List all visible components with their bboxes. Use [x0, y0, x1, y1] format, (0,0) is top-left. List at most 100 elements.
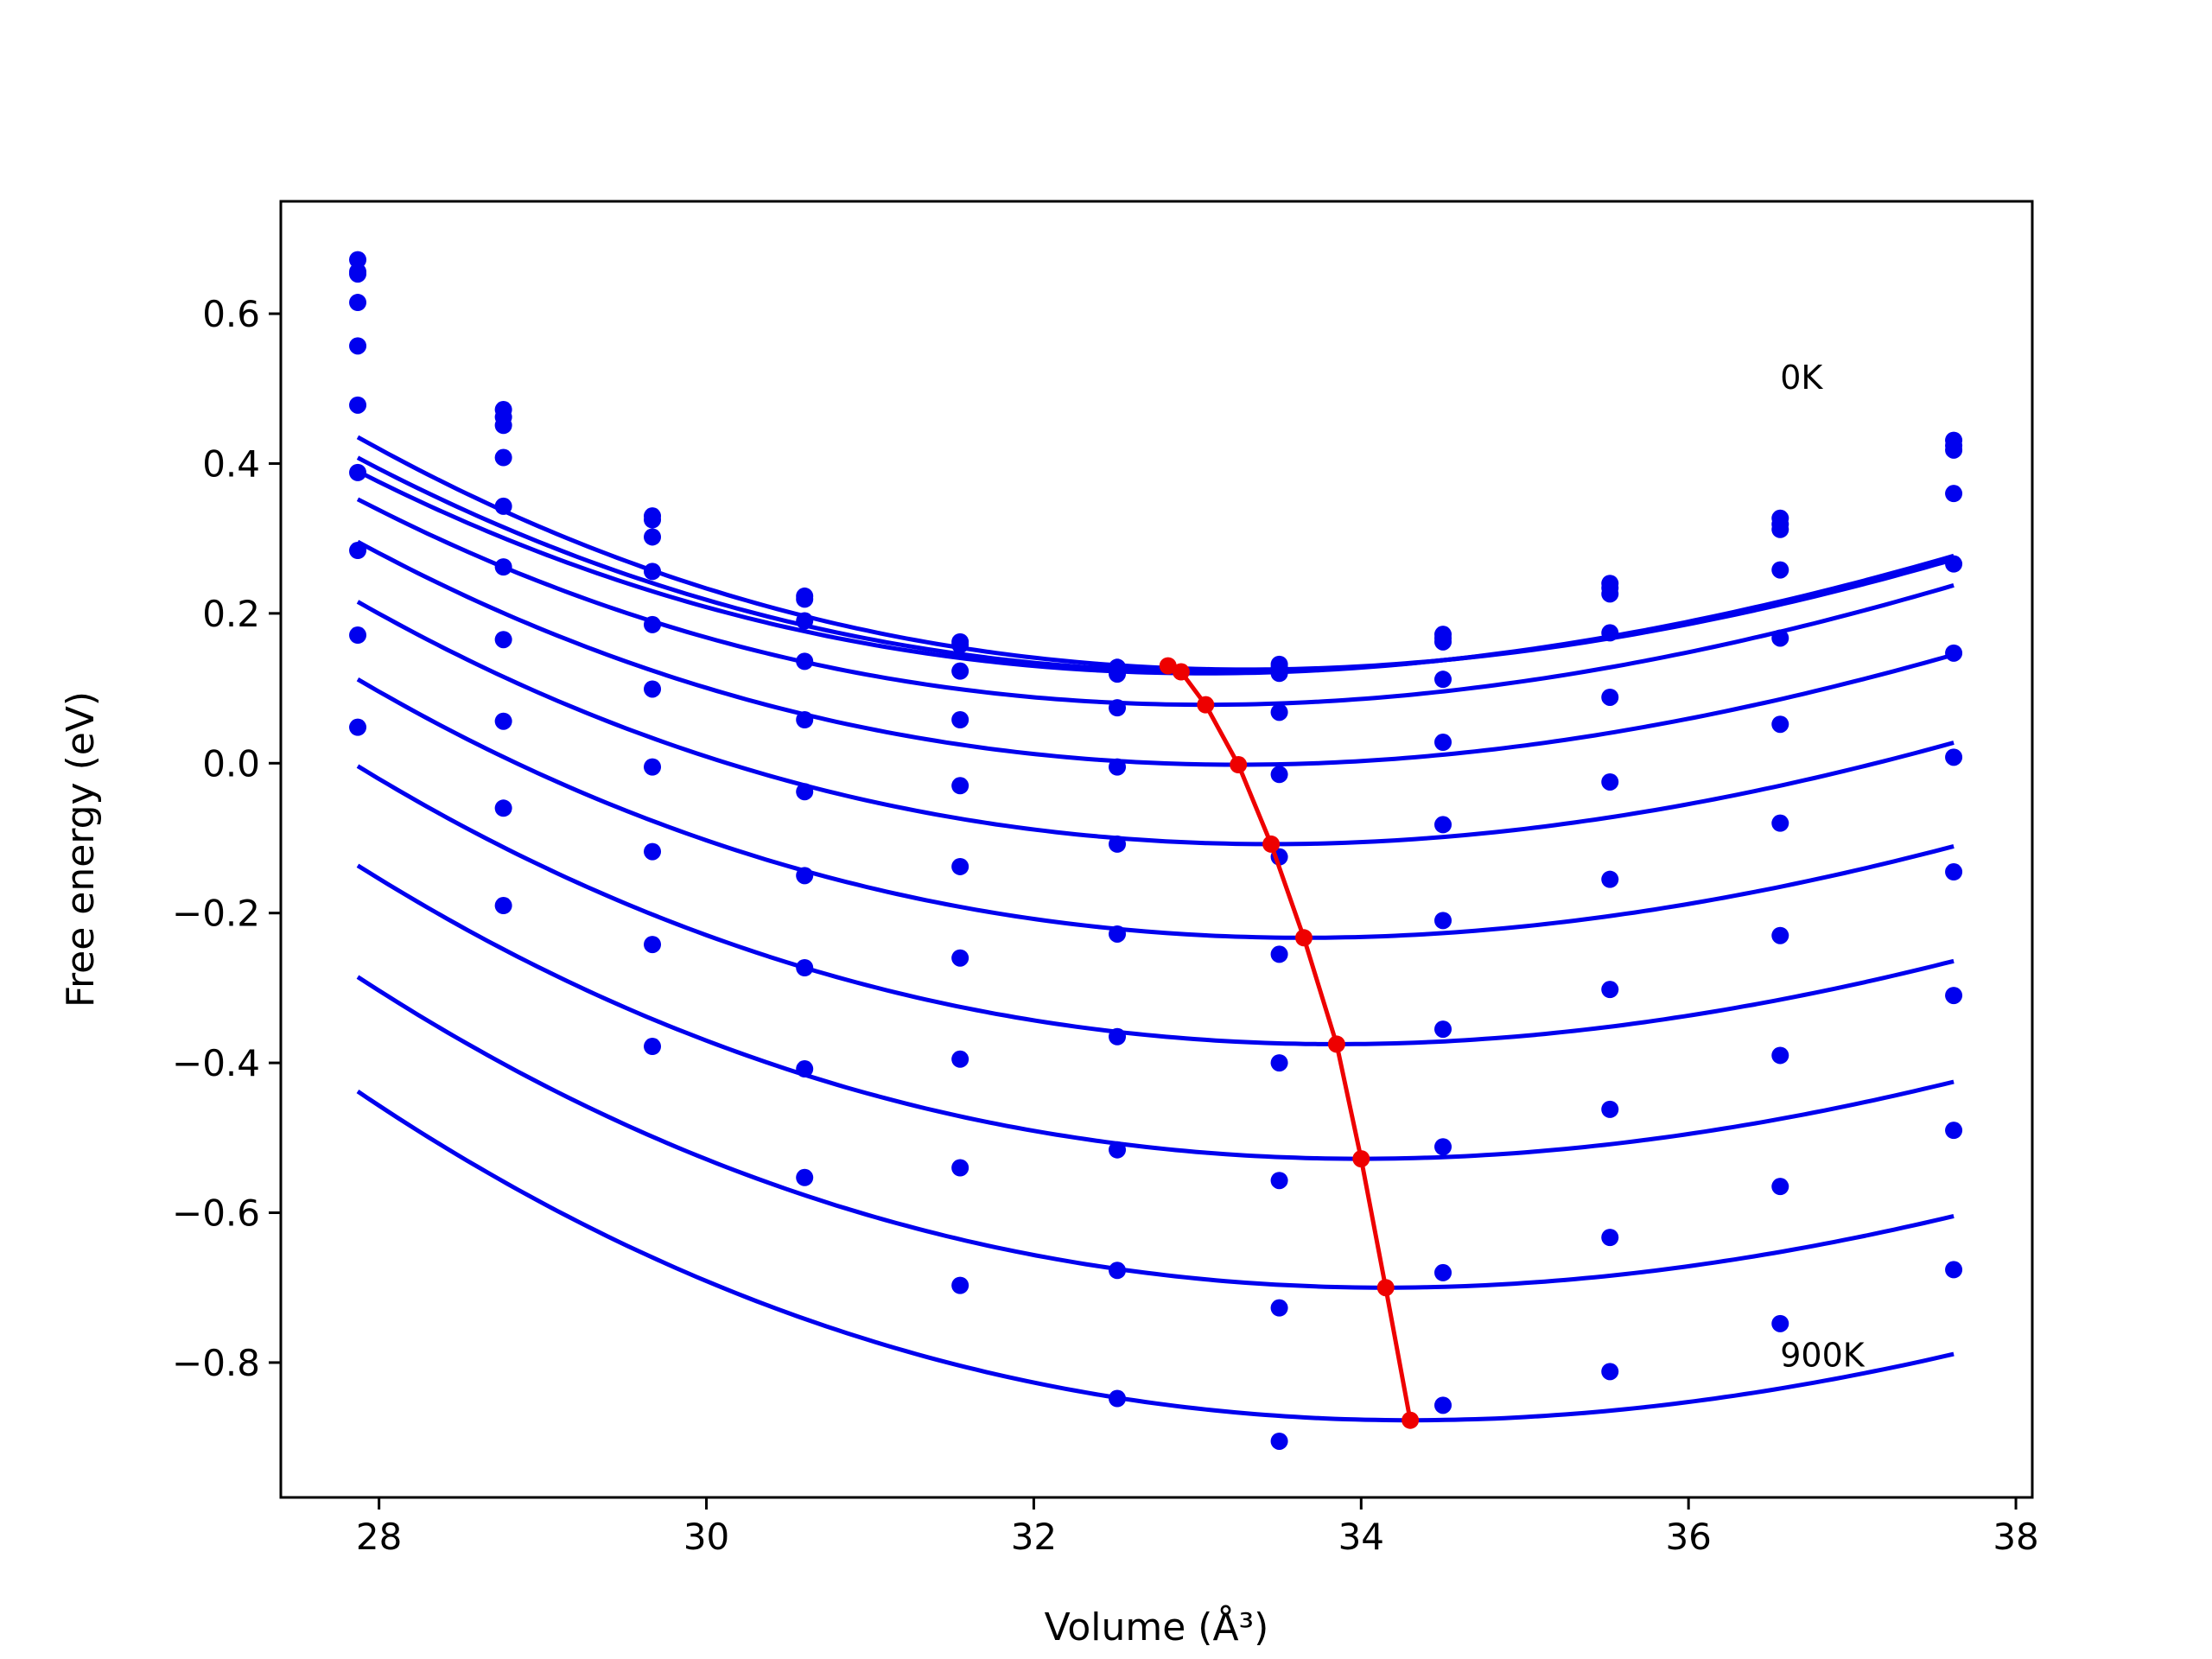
- data-point: [1270, 1432, 1288, 1450]
- data-point: [1434, 632, 1452, 651]
- data-point: [1771, 1178, 1789, 1196]
- data-point: [1945, 748, 1963, 766]
- data-point: [1771, 814, 1789, 832]
- minima-line-group: [1159, 657, 1420, 1429]
- minimum-point: [1376, 1279, 1395, 1297]
- data-point: [1771, 1046, 1789, 1065]
- fit-curve-900K: [356, 975, 1955, 1290]
- data-point: [1270, 1299, 1288, 1317]
- x-axis-ticks: 28 30 32 34 36 38: [356, 1497, 2039, 1558]
- data-point: [644, 563, 662, 581]
- fit-curve-1000K: [356, 1090, 1955, 1423]
- minimum-point: [1172, 663, 1190, 681]
- data-point: [349, 337, 367, 355]
- data-point: [1270, 1172, 1288, 1190]
- data-point: [1270, 945, 1288, 963]
- y-axis-label: Free energy (eV): [59, 691, 103, 1007]
- minimum-point: [1230, 756, 1248, 774]
- data-point: [349, 265, 367, 283]
- y-tick-label: −0.6: [172, 1192, 260, 1235]
- data-point: [1945, 1122, 1963, 1140]
- data-point: [1771, 561, 1789, 579]
- data-point: [951, 711, 969, 728]
- data-point: [1434, 816, 1452, 834]
- data-point: [494, 497, 512, 515]
- data-point: [1945, 987, 1963, 1005]
- data-point: [494, 897, 512, 915]
- data-point: [1434, 912, 1452, 930]
- data-point: [1601, 585, 1619, 603]
- minimum-point: [1352, 1150, 1370, 1168]
- data-point: [494, 799, 512, 817]
- data-point: [1109, 925, 1127, 943]
- x-tick-label: 32: [1011, 1516, 1057, 1558]
- data-point: [1771, 1314, 1789, 1332]
- y-tick-label: 0.4: [202, 442, 260, 485]
- data-point: [951, 1159, 969, 1177]
- data-point: [1109, 758, 1127, 776]
- minimum-point: [1262, 835, 1281, 853]
- data-point: [1601, 981, 1619, 999]
- data-point: [644, 615, 662, 633]
- fit-curves: [356, 435, 1955, 1423]
- data-point: [1601, 1229, 1619, 1247]
- data-point: [349, 626, 367, 645]
- data-point: [349, 542, 367, 560]
- data-point: [349, 396, 367, 414]
- data-point: [796, 1060, 814, 1078]
- minimum-point: [1402, 1411, 1420, 1429]
- data-point: [951, 1276, 969, 1294]
- data-point: [494, 448, 512, 467]
- data-point: [951, 662, 969, 680]
- data-point: [644, 680, 662, 698]
- fit-curve-800K: [356, 863, 1955, 1161]
- data-point: [494, 416, 512, 435]
- data-point: [796, 652, 814, 671]
- data-point: [951, 1050, 969, 1068]
- data-point: [644, 936, 662, 954]
- data-point: [349, 251, 367, 269]
- data-point: [1601, 1100, 1619, 1118]
- y-tick-label: −0.8: [172, 1342, 260, 1384]
- data-point: [1109, 1262, 1127, 1280]
- data-point: [951, 777, 969, 795]
- fit-curve-300K: [356, 497, 1955, 708]
- data-point: [796, 783, 814, 801]
- x-tick-label: 34: [1338, 1516, 1384, 1558]
- data-point: [1109, 835, 1127, 853]
- data-point: [951, 636, 969, 654]
- data-point: [796, 711, 814, 728]
- data-point: [1945, 1261, 1963, 1279]
- data-point: [1601, 870, 1619, 888]
- data-point: [1601, 688, 1619, 706]
- data-point: [796, 612, 814, 630]
- y-tick-label: 0.0: [202, 742, 260, 785]
- minima-line: [1166, 664, 1413, 1421]
- minimum-point: [1294, 929, 1313, 947]
- data-point: [1434, 1263, 1452, 1281]
- data-point: [1109, 1027, 1127, 1046]
- y-tick-label: −0.4: [172, 1042, 260, 1084]
- y-tick-label: 0.6: [202, 293, 260, 335]
- data-point: [1771, 926, 1789, 944]
- data-point: [1771, 520, 1789, 538]
- annotation-900K: 900K: [1780, 1336, 1866, 1374]
- fit-curve-600K: [356, 677, 1955, 940]
- fit-curve-500K: [356, 600, 1955, 847]
- data-point: [1771, 629, 1789, 647]
- data-point: [1434, 734, 1452, 752]
- fit-curve-700K: [356, 764, 1955, 1046]
- fit-curve-200K: [356, 469, 1955, 676]
- data-point: [796, 1168, 814, 1186]
- y-axis-ticks: −0.8 −0.6 −0.4 −0.2 0.0 0.2 0.4 0.6: [172, 293, 281, 1384]
- data-point: [796, 958, 814, 976]
- data-point: [796, 590, 814, 608]
- data-point: [1771, 715, 1789, 734]
- y-tick-label: 0.2: [202, 593, 260, 635]
- data-point: [1109, 699, 1127, 717]
- data-point: [1434, 1396, 1452, 1414]
- data-point: [494, 558, 512, 576]
- data-point: [494, 712, 512, 730]
- data-point: [644, 511, 662, 529]
